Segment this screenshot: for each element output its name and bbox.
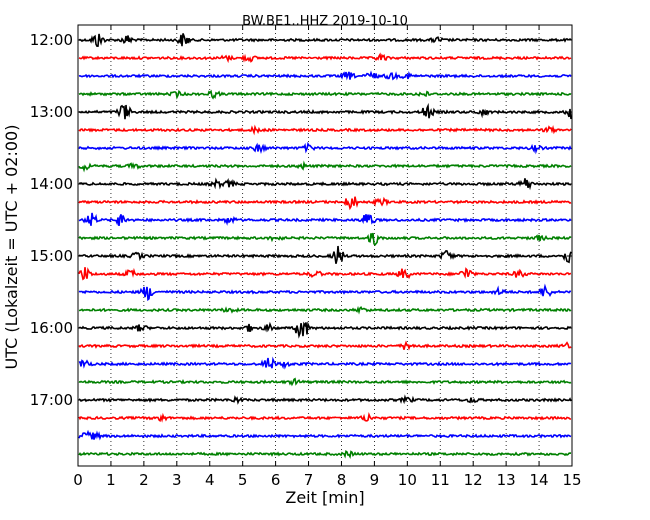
trace-line — [78, 196, 572, 211]
chart-title: BW.BE1..HHZ 2019-10-10 — [242, 14, 408, 29]
x-tick-label: 15 — [562, 471, 581, 489]
x-tick-label: 5 — [238, 471, 248, 489]
trace-line — [78, 429, 572, 441]
x-axis-title: Zeit [min] — [285, 488, 364, 507]
y-tick-label: 14:00 — [30, 175, 73, 193]
trace-line — [78, 212, 572, 226]
trace-line — [78, 177, 572, 191]
trace-line — [78, 124, 572, 136]
trace-line — [78, 377, 572, 387]
x-tick-label: 3 — [172, 471, 182, 489]
x-tick-label: 14 — [530, 471, 549, 489]
x-tick-label: 12 — [464, 471, 483, 489]
x-tick-label: 1 — [106, 471, 116, 489]
x-tick-label: 2 — [139, 471, 149, 489]
x-tick-label: 13 — [497, 471, 516, 489]
trace-line — [78, 283, 572, 302]
trace-line — [78, 33, 572, 48]
x-tick-label: 0 — [73, 471, 83, 489]
y-axis-title: UTC (Lokalzeit = UTC + 02:00) — [2, 125, 21, 370]
trace-line — [78, 102, 572, 120]
trace-lines — [78, 33, 572, 459]
trace-line — [78, 449, 572, 459]
trace-line — [78, 340, 572, 351]
y-tick-label: 17:00 — [30, 391, 73, 409]
y-axis: 12:00 13:00 14:00 15:00 16:00 17:00 — [30, 31, 572, 409]
trace-line — [78, 356, 572, 370]
trace-line — [78, 267, 572, 281]
x-tick-label: 9 — [370, 471, 380, 489]
plot-frame — [77, 24, 573, 467]
x-tick-label: 7 — [304, 471, 314, 489]
trace-line — [78, 70, 572, 81]
trace-line — [78, 52, 572, 64]
y-tick-label: 15:00 — [30, 247, 73, 265]
trace-line — [78, 245, 572, 264]
x-axis: 0 1 2 3 4 5 6 7 8 9 10 11 12 13 14 15 — [73, 25, 582, 489]
grid-lines — [110, 25, 540, 466]
trace-line — [78, 89, 572, 100]
trace-line — [78, 394, 572, 405]
x-tick-label: 8 — [337, 471, 347, 489]
x-tick-label: 6 — [271, 471, 281, 489]
trace-line — [78, 160, 572, 173]
y-tick-label: 12:00 — [30, 31, 73, 49]
x-tick-label: 11 — [431, 471, 450, 489]
trace-line — [78, 321, 572, 339]
trace-line — [78, 141, 572, 155]
y-tick-label: 13:00 — [30, 103, 73, 121]
trace-line — [78, 305, 572, 315]
trace-line — [78, 232, 572, 246]
x-tick-label: 4 — [205, 471, 215, 489]
y-tick-label: 16:00 — [30, 319, 73, 337]
trace-line — [78, 411, 571, 423]
x-tick-label: 10 — [398, 471, 417, 489]
